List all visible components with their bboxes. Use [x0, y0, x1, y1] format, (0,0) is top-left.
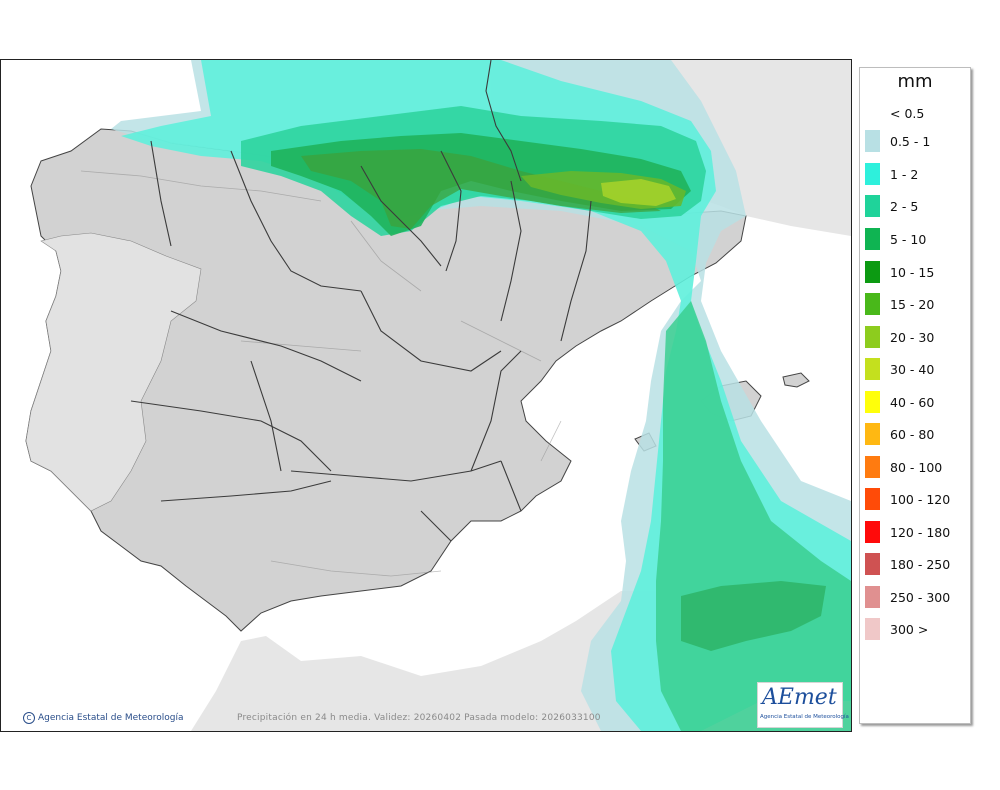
legend-label: 250 - 300	[890, 590, 951, 605]
legend-label: 2 - 5	[890, 199, 919, 214]
regional-borders	[130, 60, 592, 542]
legend-item: 10 - 15	[860, 261, 970, 285]
legend-item: 2 - 5	[860, 195, 970, 219]
relief-shading	[80, 170, 562, 577]
legend-label: 20 - 30	[890, 330, 935, 345]
legend-swatch	[865, 326, 880, 348]
credit-line: C Agencia Estatal de Meteorología	[23, 712, 184, 724]
legend-item: 80 - 100	[860, 456, 970, 480]
legend-item: 0.5 - 1	[860, 130, 970, 154]
legend-swatch	[865, 521, 880, 543]
precip-5-10-med	[681, 581, 826, 651]
copyright-icon: C	[23, 712, 35, 724]
legend-item: 120 - 180	[860, 521, 970, 545]
legend-label: 1 - 2	[890, 167, 919, 182]
legend-item: 250 - 300	[860, 586, 970, 610]
precip-10-15	[301, 149, 661, 229]
legend-swatch	[865, 130, 880, 152]
map-canvas	[25, 60, 851, 731]
legend-item: 180 - 250	[860, 553, 970, 577]
legend-item: 100 - 120	[860, 488, 970, 512]
validity-text: Precipitación en 24 h media. Validez: 20…	[237, 713, 601, 723]
credit-text: Agencia Estatal de Meteorología	[38, 713, 184, 723]
legend-label: 40 - 60	[890, 395, 935, 410]
legend-item: 60 - 80	[860, 423, 970, 447]
legend-swatch	[865, 423, 880, 445]
legend-item: 30 - 40	[860, 358, 970, 382]
legend-label: 0.5 - 1	[890, 134, 931, 149]
legend-label: 120 - 180	[890, 525, 951, 540]
legend-swatch	[865, 391, 880, 413]
legend-label: 60 - 80	[890, 427, 935, 442]
legend-panel: mm < 0.5 0.5 - 1 1 - 2 2 - 5 5 - 10 10 - 15 15…	[859, 67, 971, 724]
legend-label: 30 - 40	[890, 362, 935, 377]
legend-item: 15 - 20	[860, 293, 970, 317]
legend-swatch	[865, 293, 880, 315]
legend-swatch	[865, 195, 880, 217]
legend-swatch	[865, 163, 880, 185]
legend-label: 300 >	[890, 622, 929, 637]
legend-swatch	[865, 553, 880, 575]
legend-label: 10 - 15	[890, 265, 935, 280]
legend-label: 180 - 250	[890, 557, 951, 572]
legend-label: < 0.5	[890, 106, 925, 121]
legend-swatch	[865, 618, 880, 640]
legend-swatch	[865, 488, 880, 510]
legend-swatch	[865, 358, 880, 380]
legend-label: 15 - 20	[890, 297, 935, 312]
legend-swatch	[865, 261, 880, 283]
legend-swatch	[865, 456, 880, 478]
legend-swatch	[865, 228, 880, 250]
legend-item: 40 - 60	[860, 391, 970, 415]
legend-label: 100 - 120	[890, 492, 951, 507]
legend-item: < 0.5	[860, 102, 970, 126]
legend-label: 5 - 10	[890, 232, 927, 247]
aemet-logo: AEmet Agencia Estatal de Meteorología	[757, 682, 849, 728]
aemet-logo-subtitle: Agencia Estatal de Meteorología	[760, 714, 849, 720]
legend-item: 1 - 2	[860, 163, 970, 187]
legend-item: 20 - 30	[860, 326, 970, 350]
legend-item: 5 - 10	[860, 228, 970, 252]
portugal-land	[25, 232, 202, 512]
aemet-logo-mark: AEmet	[762, 685, 837, 710]
legend-swatch	[865, 586, 880, 608]
precipitation-map: C Agencia Estatal de Meteorología Precipi…	[0, 59, 852, 732]
legend-item: 300 >	[860, 618, 970, 642]
legend-label: 80 - 100	[890, 460, 943, 475]
balearic-menorca	[782, 372, 810, 388]
legend-title: mm	[897, 71, 933, 92]
precip-20-30	[601, 179, 676, 206]
